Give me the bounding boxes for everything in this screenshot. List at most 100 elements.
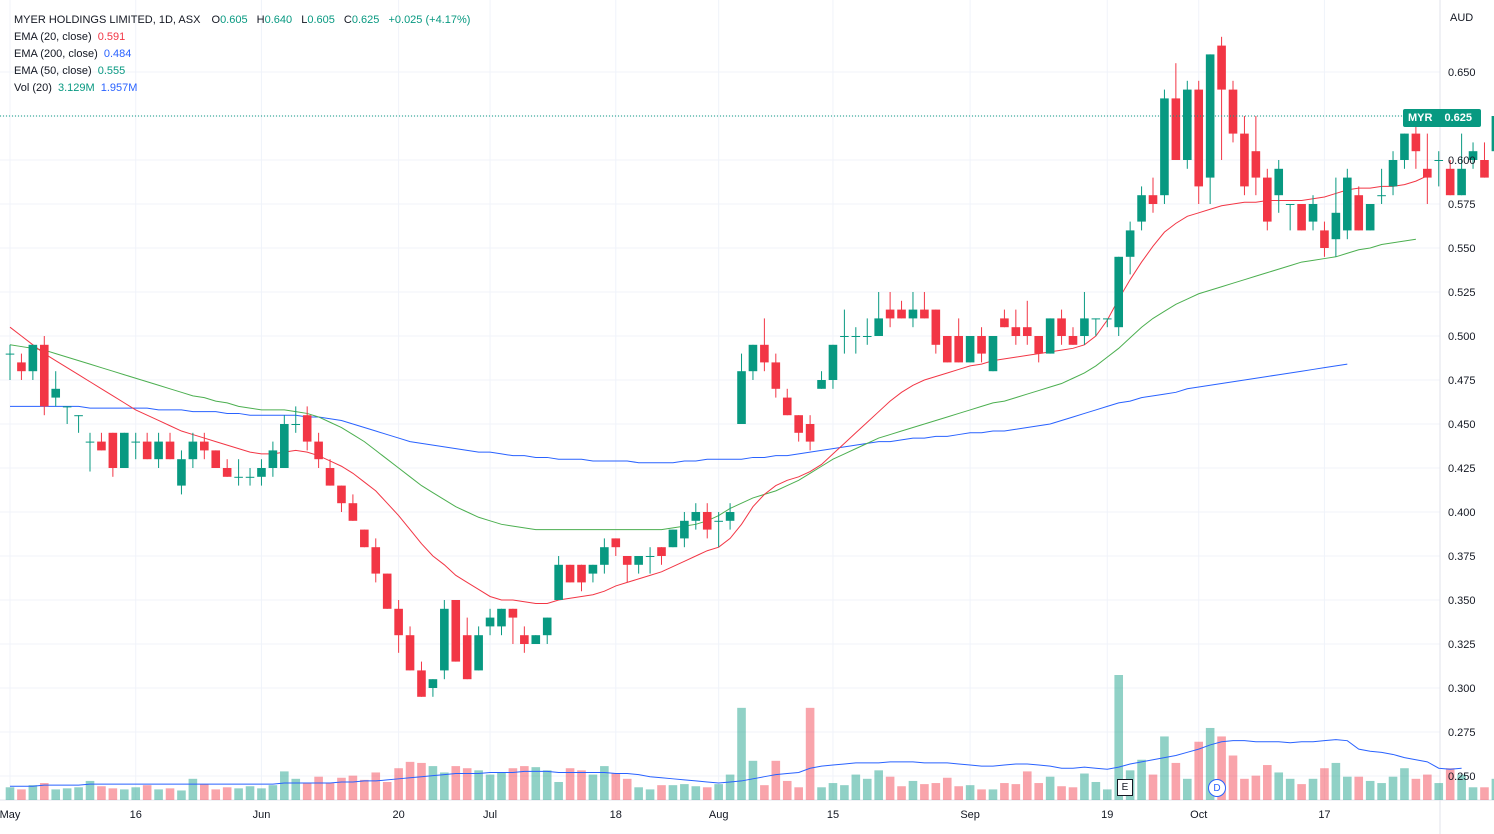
volume-bar	[748, 760, 758, 800]
candle-body	[1263, 177, 1272, 222]
volume-bar	[1365, 780, 1375, 800]
candle-body	[1057, 318, 1066, 336]
candle-body	[222, 468, 232, 477]
candle-body	[39, 344, 49, 407]
candle-body	[1445, 168, 1455, 196]
volume-bar	[1468, 787, 1478, 800]
volume-bar	[302, 783, 312, 800]
volume-bar	[1148, 774, 1158, 800]
volume-bar	[211, 789, 221, 800]
candle-body	[280, 424, 289, 468]
candle-body	[611, 538, 621, 548]
candle-body	[588, 564, 598, 574]
candle-body	[1423, 168, 1432, 178]
candle-body	[1034, 336, 1043, 354]
candle-body	[1182, 89, 1192, 160]
candle-body	[474, 635, 483, 671]
volume-bar	[760, 785, 769, 800]
y-tick-label: 0.325	[1448, 639, 1476, 651]
y-tick-label: 0.575	[1448, 199, 1476, 211]
volume-bar	[39, 783, 49, 800]
candle-body	[1365, 204, 1375, 231]
candle-body	[1240, 133, 1249, 187]
candle-body	[1388, 160, 1398, 187]
last-price-tag: MYR 0.625	[1403, 109, 1481, 127]
volume-bar	[645, 789, 655, 800]
volume-bar	[154, 789, 163, 800]
earnings-event-badge[interactable]: E	[1117, 779, 1133, 796]
candle-body	[565, 564, 575, 583]
volume-bar	[462, 768, 472, 800]
open-label: O	[211, 14, 221, 26]
candle-body	[771, 362, 781, 389]
y-tick-label: 0.450	[1448, 419, 1476, 431]
candle-body	[1217, 45, 1226, 90]
indicator-row-ema20[interactable]: EMA (20, close) 0.591	[14, 29, 470, 46]
symbol-title[interactable]: MYER HOLDINGS LIMITED, 1D, ASX	[14, 14, 201, 26]
volume-bar	[851, 774, 861, 800]
volume-bar	[714, 784, 723, 800]
candle-body	[1091, 318, 1101, 320]
low-label: L	[301, 14, 308, 26]
candle-body	[657, 547, 666, 556]
volume-bar	[108, 788, 118, 800]
candle-body	[291, 424, 301, 425]
y-tick-label: 0.400	[1448, 507, 1476, 519]
volume-bar	[1297, 784, 1306, 800]
change-value: +0.025 (+4.17%)	[388, 14, 471, 26]
candle-body	[302, 415, 312, 442]
candle-body	[165, 441, 175, 460]
volume-ma-line	[10, 739, 1462, 787]
candle-body	[645, 556, 655, 557]
candle-body	[200, 441, 209, 451]
x-tick-label: Sep	[960, 809, 980, 821]
volume-bar	[897, 786, 906, 800]
indicator-label: EMA (50, close)	[14, 65, 92, 77]
candle-body	[782, 397, 792, 416]
indicator-row-volume[interactable]: Vol (20) 3.129M 1.957M	[14, 80, 470, 97]
dividend-event-badge[interactable]: D	[1208, 779, 1226, 797]
volume-bar	[360, 779, 369, 800]
volume-bar	[417, 762, 426, 800]
symbol-row: MYER HOLDINGS LIMITED, 1D, ASX O0.605 H0…	[14, 12, 470, 29]
indicator-row-ema50[interactable]: EMA (50, close) 0.555	[14, 63, 470, 80]
y-tick-label: 0.425	[1448, 463, 1476, 475]
volume-bar	[5, 787, 15, 800]
candle-body	[417, 670, 426, 697]
volume-bar	[828, 783, 838, 800]
candle-body	[62, 406, 72, 408]
volume-bar	[485, 774, 495, 800]
candle-body	[702, 512, 712, 530]
candle-body	[74, 415, 83, 417]
candle-body	[154, 441, 163, 460]
volume-bar	[1217, 736, 1226, 800]
candle-body	[337, 485, 346, 504]
volume-bar	[691, 786, 701, 800]
volume-bar	[1034, 783, 1043, 800]
candle-body	[1102, 318, 1112, 320]
candle-body	[1434, 160, 1444, 161]
y-tick-label: 0.300	[1448, 683, 1476, 695]
candle-body	[485, 617, 495, 627]
volume-bar	[165, 788, 175, 800]
open-value: 0.605	[220, 14, 248, 26]
candle-body	[1411, 133, 1421, 152]
candle-body	[542, 617, 552, 636]
volume-bar	[280, 771, 289, 800]
currency-label[interactable]: AUD	[1450, 12, 1474, 24]
candle-body	[908, 309, 918, 319]
volume-bar	[588, 774, 598, 800]
indicator-row-ema200[interactable]: EMA (200, close) 0.484	[14, 46, 470, 63]
volume-bar	[725, 774, 735, 800]
volume-bar	[1423, 774, 1432, 800]
volume-bar	[1411, 778, 1421, 800]
volume-bar	[1491, 778, 1494, 800]
x-tick-label: May	[0, 809, 21, 821]
volume-bar	[1137, 759, 1146, 800]
volume-bar	[668, 785, 678, 800]
volume-bar	[931, 783, 941, 800]
volume-bar	[657, 785, 666, 800]
indicator-label: Vol (20)	[14, 82, 52, 94]
volume-bar	[782, 780, 792, 800]
